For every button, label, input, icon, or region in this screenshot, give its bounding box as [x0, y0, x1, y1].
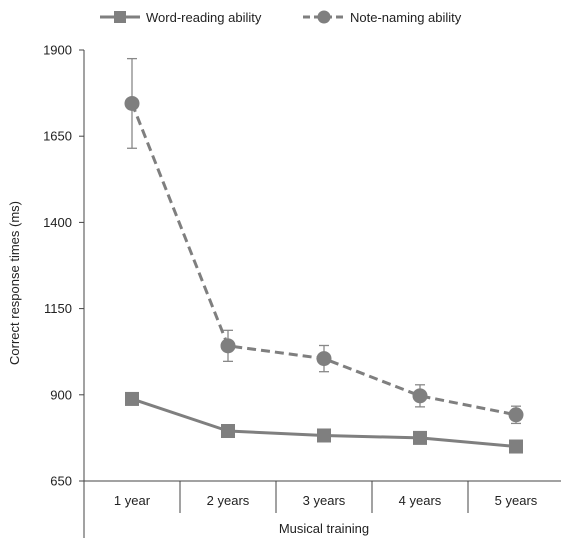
legend-item-word-reading-ability: Word-reading ability [100, 10, 262, 25]
data-point-square [125, 391, 139, 406]
x-tick-label: 1 year [114, 493, 151, 508]
x-tick-label: 3 years [303, 493, 346, 508]
data-point-square [509, 439, 523, 454]
data-point-square [413, 430, 427, 445]
series-note-naming-ability [124, 57, 524, 425]
data-point-circle [508, 407, 524, 423]
y-axis-title: Correct response times (ms) [7, 201, 22, 365]
y-tick-label: 1150 [44, 301, 72, 316]
y-tick-label: 1650 [43, 129, 72, 144]
data-point-circle [316, 351, 332, 367]
y-tick-label: 1900 [43, 43, 72, 58]
legend-label: Note-naming ability [350, 10, 462, 25]
series-layer [124, 57, 524, 454]
data-point-circle [220, 338, 236, 354]
data-point-circle [124, 95, 140, 111]
axes: 650 900 1150 1400 1650 1900 1 year 2 years 3 yea… [43, 43, 561, 538]
legend-circle-marker [317, 10, 331, 24]
legend: Word-reading ability Note-naming ability [100, 10, 462, 25]
legend-label: Word-reading ability [146, 10, 262, 25]
y-tick-label: 900 [50, 387, 72, 402]
legend-item-note-naming-ability: Note-naming ability [303, 10, 462, 25]
x-axis-title: Musical training [279, 521, 369, 536]
data-point-square [317, 428, 331, 443]
y-tick-label: 1400 [43, 215, 72, 230]
legend-square-marker [114, 11, 126, 23]
y-tick-label: 650 [50, 474, 72, 489]
series-word-reading-ability [125, 391, 523, 454]
data-point-square [221, 424, 235, 439]
x-tick-label: 4 years [399, 493, 442, 508]
x-tick-label: 2 years [207, 493, 250, 508]
data-point-circle [412, 388, 428, 404]
x-tick-label: 5 years [495, 493, 538, 508]
